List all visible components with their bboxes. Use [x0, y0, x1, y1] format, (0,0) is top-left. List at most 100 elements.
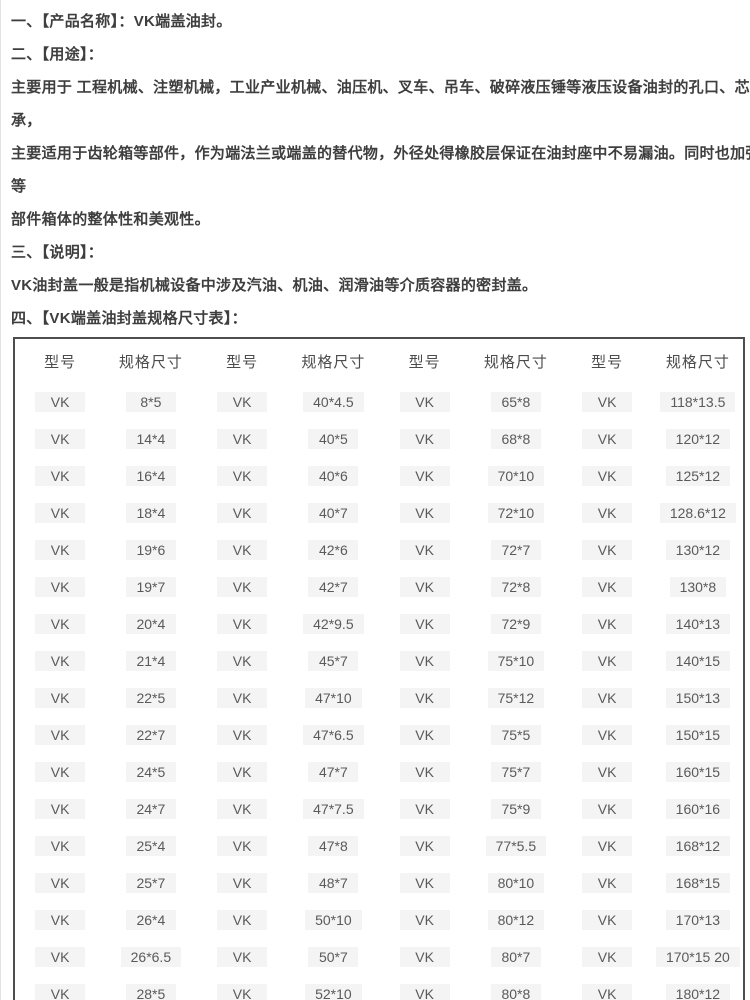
cell-value: VK	[217, 539, 268, 560]
cell-value: VK	[217, 650, 268, 671]
size-cell: 168*15	[653, 864, 744, 901]
cell-value: 42*9.5	[303, 613, 364, 634]
column-header: 规格尺寸	[301, 353, 366, 371]
column-header: 型号	[408, 353, 441, 371]
cell-value: 26*4	[125, 909, 176, 930]
cell-value: 47*7.5	[303, 798, 364, 819]
size-cell: 24*5	[105, 753, 196, 790]
table-row: VK 8*5 VK 40*4.5 VK 65*8 VK 118*13.5	[14, 383, 744, 420]
cell-value: VK	[217, 687, 268, 708]
cell-value: VK	[35, 650, 86, 671]
cell-value: VK	[582, 650, 633, 671]
cell-value: 150*15	[665, 724, 731, 745]
size-cell: 130*12	[653, 531, 744, 568]
cell-value: VK	[217, 502, 268, 523]
model-cell: VK	[562, 864, 653, 901]
model-cell: VK	[379, 753, 470, 790]
table-row: VK 24*5 VK 47*7 VK 75*7 VK 160*15	[14, 753, 744, 790]
cell-value: 19*6	[125, 539, 176, 560]
cell-value: 140*13	[665, 613, 731, 634]
size-cell: 75*10	[470, 642, 561, 679]
cell-value: 170*15 20	[655, 946, 740, 967]
cell-value: 40*4.5	[303, 391, 364, 412]
spec-table-head: 型号 规格尺寸 型号 规格尺寸 型号 规格尺寸 型号 规格尺寸	[14, 338, 744, 383]
model-cell: VK	[379, 827, 470, 864]
model-cell: VK	[562, 827, 653, 864]
cell-value: VK	[217, 428, 268, 449]
cell-value: 128.6*12	[659, 502, 736, 523]
size-cell: 40*4.5	[288, 383, 379, 420]
cell-value: 75*7	[490, 761, 541, 782]
size-cell: 170*15 20	[653, 938, 744, 975]
cell-value: VK	[582, 872, 633, 893]
cell-value: VK	[582, 687, 633, 708]
cell-value: 25*7	[125, 872, 176, 893]
cell-value: VK	[217, 798, 268, 819]
model-cell: VK	[379, 864, 470, 901]
size-cell: 75*12	[470, 679, 561, 716]
table-row: VK 22*7 VK 47*6.5 VK 75*5 VK 150*15	[14, 716, 744, 753]
model-cell: VK	[379, 605, 470, 642]
cell-value: VK	[35, 428, 86, 449]
cell-value: VK	[35, 539, 86, 560]
size-cell: 140*15	[653, 642, 744, 679]
cell-value: 18*4	[125, 502, 176, 523]
cell-value: 42*6	[308, 539, 359, 560]
cell-value: VK	[35, 391, 86, 412]
size-cell: 47*10	[288, 679, 379, 716]
model-cell: VK	[379, 568, 470, 605]
size-cell: 75*7	[470, 753, 561, 790]
model-cell: VK	[562, 679, 653, 716]
model-cell: VK	[14, 790, 105, 827]
size-cell: 120*12	[653, 420, 744, 457]
spec-table-body: VK 8*5 VK 40*4.5 VK 65*8 VK 118*13.5 VK 14*4 VK 40*…	[14, 383, 744, 1000]
cell-value: VK	[582, 428, 633, 449]
cell-value: VK	[217, 835, 268, 856]
model-cell: VK	[197, 716, 288, 753]
model-cell: VK	[379, 642, 470, 679]
cell-value: 75*10	[487, 650, 545, 671]
size-cell: 80*7	[470, 938, 561, 975]
cell-value: 72*10	[487, 502, 545, 523]
cell-value: 65*8	[490, 391, 541, 412]
model-cell: VK	[379, 975, 470, 1000]
model-cell: VK	[562, 938, 653, 975]
cell-value: VK	[399, 650, 450, 671]
table-row: VK 25*7 VK 48*7 VK 80*10 VK 168*15	[14, 864, 744, 901]
model-cell: VK	[14, 827, 105, 864]
cell-value: VK	[399, 687, 450, 708]
cell-value: VK	[35, 576, 86, 597]
size-cell: 22*5	[105, 679, 196, 716]
size-cell: 72*8	[470, 568, 561, 605]
size-cell: 140*13	[653, 605, 744, 642]
cell-value: VK	[217, 613, 268, 634]
cell-value: 80*8	[490, 983, 541, 1000]
cell-value: VK	[35, 835, 86, 856]
cell-value: VK	[399, 613, 450, 634]
cell-value: VK	[582, 724, 633, 745]
model-cell: VK	[14, 679, 105, 716]
cell-value: 75*5	[490, 724, 541, 745]
size-cell: 26*6.5	[105, 938, 196, 975]
size-cell: 40*6	[288, 457, 379, 494]
size-cell: 168*12	[653, 827, 744, 864]
size-cell: 19*6	[105, 531, 196, 568]
cell-value: VK	[35, 502, 86, 523]
cell-value: 72*8	[490, 576, 541, 597]
cell-value: 80*7	[490, 946, 541, 967]
model-cell: VK	[379, 420, 470, 457]
cell-value: VK	[582, 761, 633, 782]
size-cell: 28*5	[105, 975, 196, 1000]
size-cell: 26*4	[105, 901, 196, 938]
cell-value: 75*12	[487, 687, 545, 708]
size-cell: 45*7	[288, 642, 379, 679]
model-cell: VK	[197, 790, 288, 827]
cell-value: VK	[399, 983, 450, 1000]
cell-value: VK	[35, 613, 86, 634]
column-header: 规格尺寸	[118, 353, 183, 371]
size-cell: 47*6.5	[288, 716, 379, 753]
cell-value: VK	[35, 946, 86, 967]
cell-value: VK	[399, 465, 450, 486]
cell-value: VK	[217, 872, 268, 893]
cell-value: 26*6.5	[120, 946, 182, 967]
